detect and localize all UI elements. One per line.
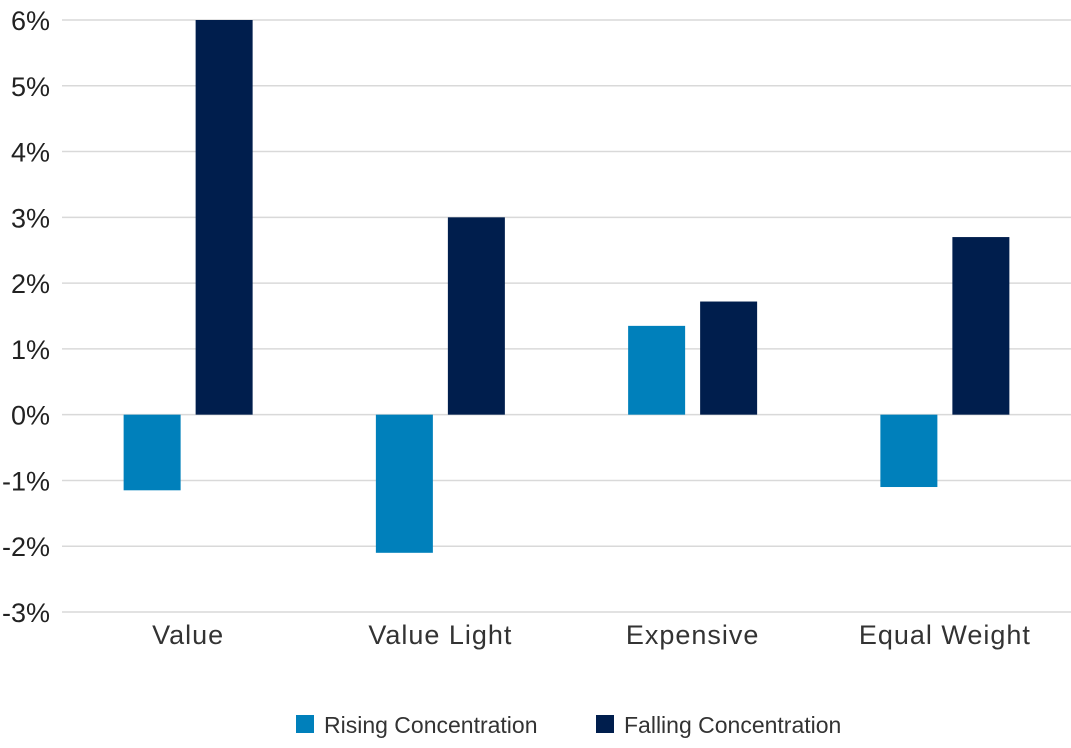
legend-swatch-falling xyxy=(596,715,614,733)
bar-rising-value xyxy=(123,414,181,491)
legend-label-rising: Rising Concentration xyxy=(324,712,538,738)
bar-rising-value-light xyxy=(375,414,433,553)
bar-rising-equal-weight xyxy=(880,414,938,488)
bar-falling-value-light xyxy=(447,217,505,415)
x-tick-label: Value Light xyxy=(368,620,512,650)
y-tick-label: 3% xyxy=(11,203,50,233)
x-tick-label: Equal Weight xyxy=(859,620,1031,650)
bar-falling-expensive xyxy=(700,301,758,415)
y-tick-label: 1% xyxy=(11,335,50,365)
legend-label-falling: Falling Concentration xyxy=(624,712,841,738)
legend: Rising Concentration Falling Concentratio… xyxy=(296,712,841,738)
y-tick-label: 6% xyxy=(11,6,50,36)
x-axis-ticks: Value Value Light Expensive Equal Weight xyxy=(152,620,1031,650)
y-tick-label: 0% xyxy=(11,401,50,431)
y-tick-label: -2% xyxy=(2,532,50,562)
y-tick-label: 4% xyxy=(11,138,50,168)
bar-falling-value xyxy=(195,20,253,415)
y-tick-label: 5% xyxy=(11,72,50,102)
bar-falling-equal-weight xyxy=(952,237,1010,415)
x-tick-label: Value xyxy=(152,620,224,650)
legend-swatch-rising xyxy=(296,715,314,733)
y-axis-ticks: -3% -2% -1% 0% 1% 2% 3% 4% 5% 6% xyxy=(2,6,50,628)
y-tick-label: 2% xyxy=(11,269,50,299)
x-tick-label: Expensive xyxy=(626,620,760,650)
bar-rising-expensive xyxy=(628,325,686,415)
bars xyxy=(123,20,1010,553)
y-tick-label: -1% xyxy=(2,466,50,496)
y-tick-label: -3% xyxy=(2,598,50,628)
